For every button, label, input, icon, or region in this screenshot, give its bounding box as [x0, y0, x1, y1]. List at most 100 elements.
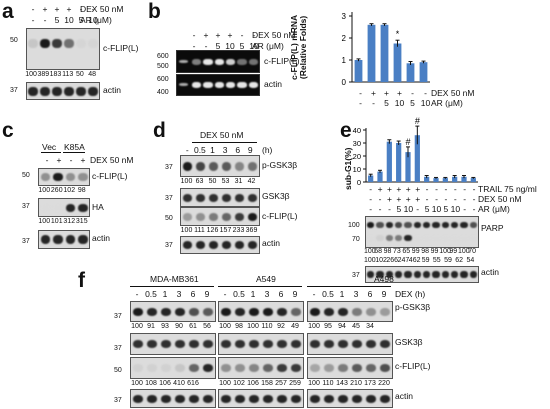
dex-sign: +: [371, 88, 376, 98]
quant-value: 59: [421, 257, 430, 264]
actin-label: actin: [92, 233, 110, 243]
blot-band: [365, 364, 377, 372]
quant-value: 100: [458, 248, 470, 255]
dex-sign: -: [31, 4, 35, 14]
dex-label: DEX 50 nM: [478, 194, 522, 204]
blot-band: [323, 394, 335, 403]
gsk-label: GSK3β: [262, 191, 290, 201]
quant-value: 113: [62, 71, 74, 78]
blot-band: [221, 193, 232, 202]
dex-sign: -: [69, 155, 73, 165]
blot-band: [234, 364, 246, 372]
mw-marker-37: 37: [10, 87, 18, 94]
blot-band: [248, 364, 260, 372]
blot-band: [395, 222, 403, 228]
trail-sign: +: [415, 184, 421, 194]
blot-band: [220, 364, 232, 372]
quant-value: 312: [63, 218, 76, 225]
quant-value: 100: [180, 178, 193, 185]
blot-band: [64, 39, 74, 48]
ar-value: -: [416, 204, 420, 214]
bar: [396, 143, 402, 182]
quant-value: 100: [219, 380, 231, 387]
dex-sign: -: [453, 194, 457, 204]
time-value: 0.5: [145, 289, 157, 299]
blot-band: [379, 364, 391, 372]
cflip-blot: [26, 28, 100, 70]
blot-band: [208, 241, 219, 249]
ladder-band: [179, 59, 188, 63]
blot-band: [76, 39, 86, 48]
ar-value: 5: [384, 98, 389, 108]
dex-sign: +: [66, 4, 72, 14]
quant-value: 106: [159, 380, 171, 387]
trail-sign: -: [435, 184, 438, 194]
blot-band: [247, 161, 258, 171]
time-value: 1: [210, 145, 215, 155]
bar: [405, 152, 411, 182]
blot-band: [351, 364, 363, 372]
ladder-mark: 600: [157, 53, 169, 60]
mw-marker-50: 50: [10, 37, 18, 44]
bar: [354, 60, 363, 82]
time-value: 3: [353, 289, 359, 299]
blot-band: [188, 364, 200, 372]
quant-value: 100: [219, 323, 231, 330]
quant-value: 63: [195, 178, 204, 185]
blot-band: [174, 340, 186, 348]
blot-band: [290, 364, 302, 372]
quant-value: 102: [375, 257, 387, 264]
blot-band: [195, 241, 206, 249]
subg1-bar-chart: 0 10 20 30 40 # #: [353, 116, 478, 187]
blot-strip: [307, 357, 393, 379]
blot-band: [395, 235, 403, 241]
blot-band: [337, 394, 349, 403]
ar-value: 10: [403, 204, 414, 214]
blot-band: [220, 340, 232, 348]
blot-band: [160, 340, 172, 348]
blot-band: [379, 307, 391, 316]
gel-band: [237, 58, 247, 65]
gel-label-actin: actin: [264, 79, 282, 89]
blot-band: [351, 394, 363, 403]
ar-value: 5: [410, 98, 415, 108]
blot-band: [221, 241, 232, 249]
quant-value: 143: [336, 380, 348, 387]
trail-sign: -: [463, 184, 467, 194]
time-value: 9: [204, 289, 210, 299]
y-axis-title: c-FLIP(L) mRNA (Relative Folds): [289, 14, 308, 80]
y-axis-title: sub-G1(%): [343, 147, 353, 191]
blot-band: [221, 212, 232, 221]
ar-label: AR (μM): [252, 41, 284, 51]
blot-band: [88, 86, 98, 96]
ar-value: -: [43, 15, 47, 25]
quant-value: 99: [430, 248, 439, 255]
quant-value: 157: [219, 227, 232, 234]
blot-band: [195, 161, 206, 171]
cell-line-bracket: [307, 286, 391, 287]
blot-band: [365, 394, 377, 403]
mw-marker: 37: [165, 195, 173, 202]
quant-value: 91: [147, 323, 155, 330]
cflip-blot: [38, 168, 90, 186]
time-value: -: [135, 289, 139, 299]
vec-header: Vec: [42, 142, 57, 152]
time-value: 1: [162, 289, 168, 299]
quant-value: 247: [397, 257, 410, 264]
trail-sign: +: [396, 184, 402, 194]
blot-band: [432, 271, 440, 278]
blot-band: [309, 394, 321, 403]
time-value: 1: [250, 289, 256, 299]
blot-band: [248, 394, 260, 403]
blot-band: [182, 212, 193, 221]
actin-label: actin: [481, 267, 499, 277]
quant-value: 389: [37, 71, 50, 78]
quant-value: 158: [261, 380, 273, 387]
blot-band: [262, 307, 274, 316]
bar: [368, 175, 374, 182]
blot-band: [469, 222, 477, 228]
gel-band: [248, 82, 258, 88]
quant-value: 93: [161, 323, 169, 330]
blot-band: [221, 161, 232, 171]
quant-value: 100: [247, 323, 259, 330]
